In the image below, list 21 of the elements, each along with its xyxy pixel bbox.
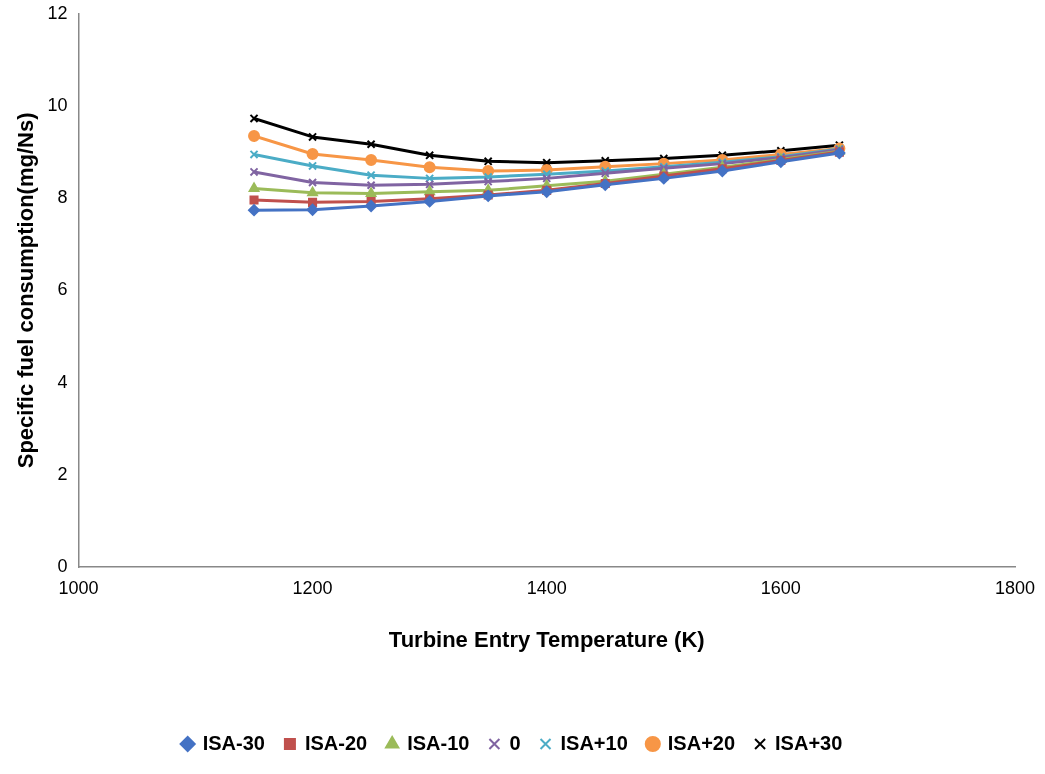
y-tick-label: 6 <box>57 279 68 300</box>
legend-label: ISA-20 <box>304 731 368 754</box>
y-axis-title: Specific fuel consumption(mg/Ns) <box>13 112 39 469</box>
x-axis-title: Turbine Entry Temperature (K) <box>388 626 705 652</box>
legend-label: ISA-30 <box>202 731 265 754</box>
x-tick-label: 1200 <box>292 577 333 598</box>
x-tick-label: 1400 <box>526 577 567 598</box>
y-tick-label: 8 <box>57 187 68 208</box>
y-tick-label: 10 <box>47 94 68 115</box>
y-tick-label: 4 <box>57 371 68 392</box>
x-tick-label: 1000 <box>58 577 99 598</box>
y-tick-label: 12 <box>47 2 68 23</box>
legend-label: ISA+30 <box>775 731 843 754</box>
x-tick-label: 1800 <box>994 577 1036 598</box>
legend-label: 0 <box>509 731 521 754</box>
legend-label: ISA+20 <box>667 731 736 754</box>
legend-label: ISA+10 <box>560 731 628 754</box>
y-tick-label: 2 <box>57 463 68 484</box>
x-tick-label: 1600 <box>760 577 801 598</box>
y-tick-label: 0 <box>57 555 68 576</box>
legend-label: ISA-10 <box>407 731 470 754</box>
